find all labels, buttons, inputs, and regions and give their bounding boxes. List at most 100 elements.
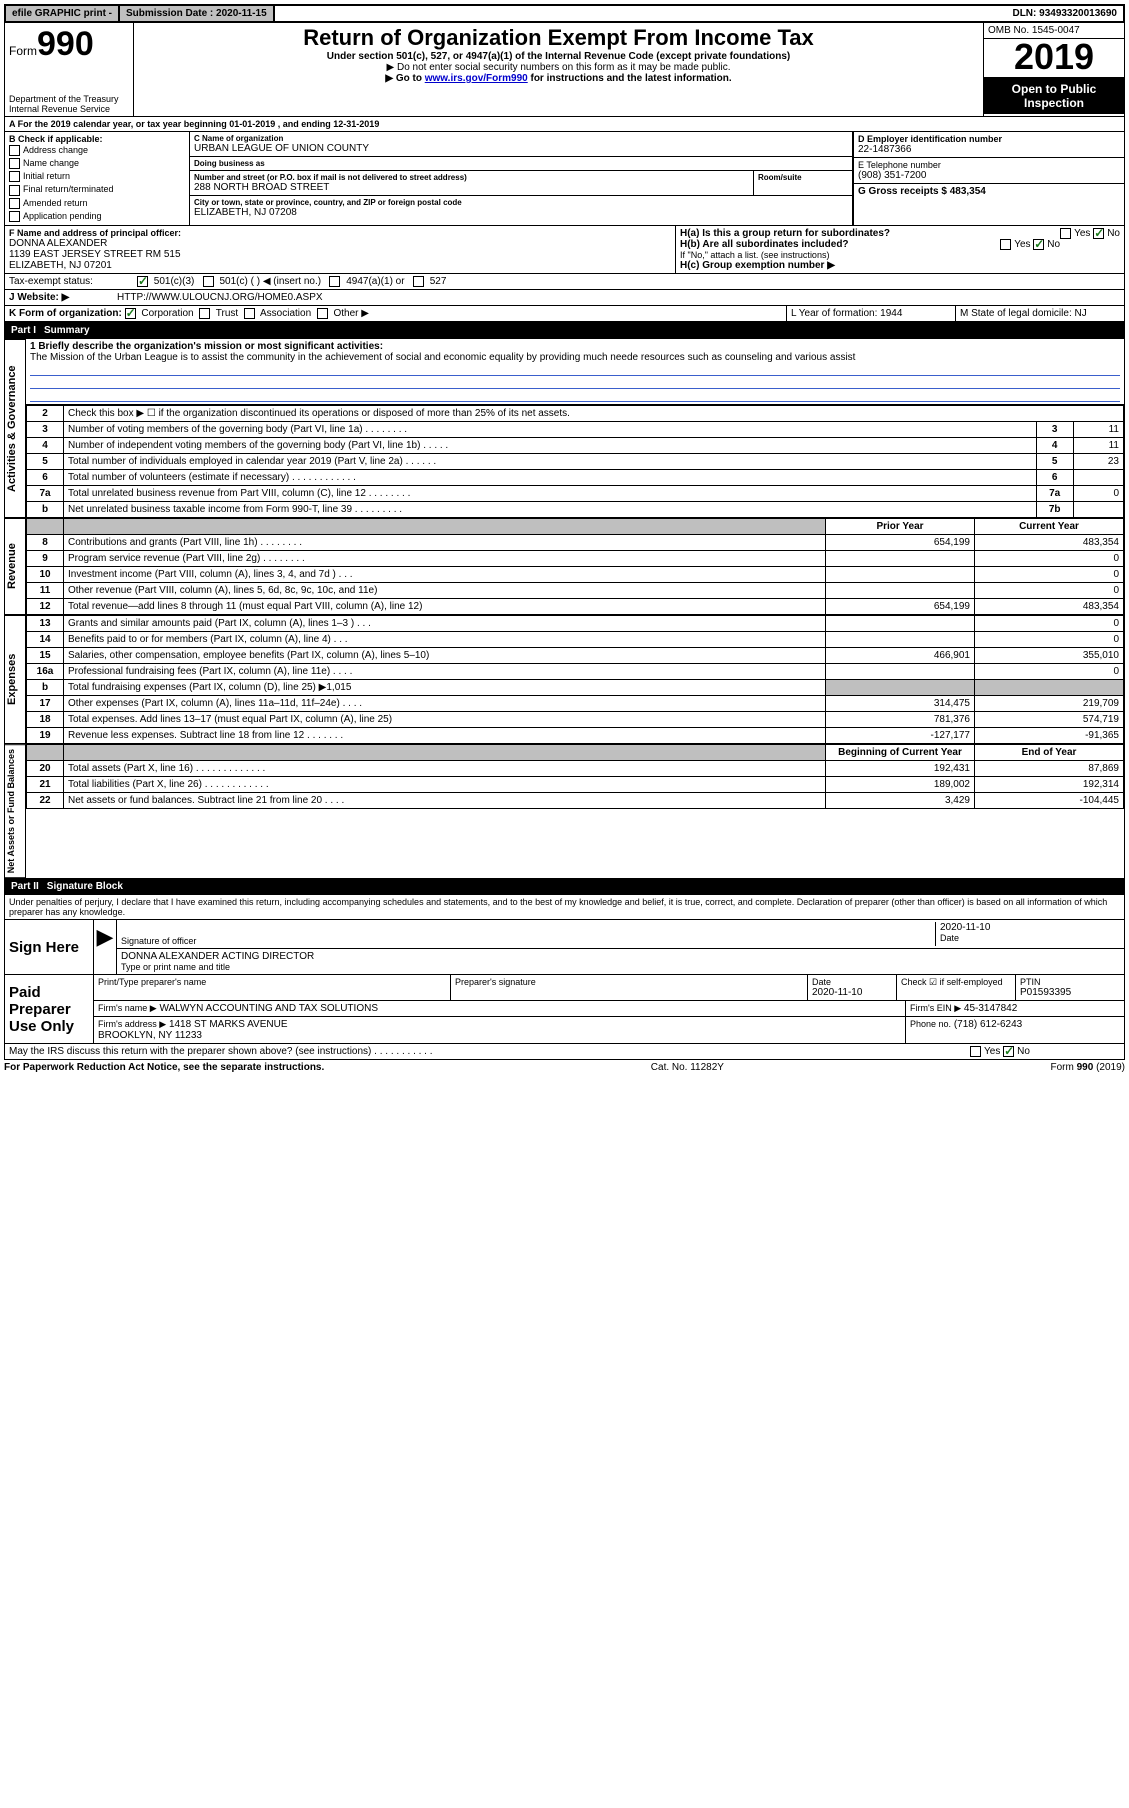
firm-addr-label: Firm's address ▶ bbox=[98, 1019, 166, 1029]
part-1-header: Part I Summary bbox=[4, 322, 1125, 339]
check-association[interactable] bbox=[244, 308, 255, 319]
check-trust[interactable] bbox=[199, 308, 210, 319]
firm-name-label: Firm's name ▶ bbox=[98, 1003, 157, 1013]
street-value: 288 NORTH BROAD STREET bbox=[194, 182, 749, 193]
check-name-change[interactable]: Name change bbox=[9, 157, 185, 170]
check-501c3[interactable] bbox=[137, 276, 148, 287]
part-2-no: Part II bbox=[11, 881, 47, 892]
type-print-label: Type or print name and title bbox=[121, 962, 1120, 972]
part-2-title: Signature Block bbox=[47, 881, 123, 892]
expenses-section: Expenses 13Grants and similar amounts pa… bbox=[4, 615, 1125, 744]
check-527[interactable] bbox=[413, 276, 424, 287]
ptin-label: PTIN bbox=[1020, 977, 1120, 987]
governance-table: 2Check this box ▶ ☐ if the organization … bbox=[26, 405, 1124, 518]
h-b-note: If "No," attach a list. (see instruction… bbox=[680, 250, 1120, 260]
note2-post: for instructions and the latest informat… bbox=[528, 73, 732, 84]
penalty-text: Under penalties of perjury, I declare th… bbox=[4, 895, 1125, 920]
h-c: H(c) Group exemption number ▶ bbox=[680, 260, 1120, 271]
dln-label: DLN: 93493320013690 bbox=[1006, 6, 1123, 21]
col-boy: Beginning of Current Year bbox=[826, 745, 975, 761]
form-subtitle: Under section 501(c), 527, or 4947(a)(1)… bbox=[140, 51, 977, 62]
tax-status-opts: 501(c)(3) 501(c) ( ) ◀ (insert no.) 4947… bbox=[133, 274, 1124, 289]
room-label: Room/suite bbox=[758, 173, 848, 182]
table-row: 20Total assets (Part X, line 16) . . . .… bbox=[27, 761, 1124, 777]
ptin-value: P01593395 bbox=[1020, 987, 1120, 998]
sign-here-label: Sign Here bbox=[5, 920, 94, 974]
line-5-desc: Total number of individuals employed in … bbox=[64, 454, 1037, 470]
footer-left: For Paperwork Reduction Act Notice, see … bbox=[4, 1062, 324, 1073]
firm-ein-label: Firm's EIN ▶ bbox=[910, 1003, 961, 1013]
ein-label: D Employer identification number bbox=[858, 134, 1120, 144]
check-4947[interactable] bbox=[329, 276, 340, 287]
check-corporation[interactable] bbox=[125, 308, 136, 319]
col-eoy: End of Year bbox=[975, 745, 1124, 761]
ein-value: 22-1487366 bbox=[858, 144, 1120, 155]
check-application-pending[interactable]: Application pending bbox=[9, 210, 185, 223]
officer-h-row: F Name and address of principal officer:… bbox=[4, 226, 1125, 274]
vlabel-revenue: Revenue bbox=[5, 518, 26, 615]
table-row: 22Net assets or fund balances. Subtract … bbox=[27, 793, 1124, 809]
mission-text: The Mission of the Urban League is to as… bbox=[30, 352, 1120, 363]
sig-date: 2020-11-10 bbox=[940, 922, 1120, 933]
firm-addr2: BROOKLYN, NY 11233 bbox=[98, 1030, 202, 1041]
street-label: Number and street (or P.O. box if mail i… bbox=[194, 173, 749, 182]
check-initial-return[interactable]: Initial return bbox=[9, 170, 185, 183]
expenses-table: 13Grants and similar amounts paid (Part … bbox=[26, 615, 1124, 744]
check-final-return[interactable]: Final return/terminated bbox=[9, 183, 185, 196]
discuss-no[interactable] bbox=[1003, 1046, 1014, 1057]
table-row: 19Revenue less expenses. Subtract line 1… bbox=[27, 728, 1124, 744]
table-row: 15Salaries, other compensation, employee… bbox=[27, 648, 1124, 664]
paid-preparer-label: Paid Preparer Use Only bbox=[5, 975, 94, 1043]
table-row: 14Benefits paid to or for members (Part … bbox=[27, 632, 1124, 648]
line-7b-desc: Net unrelated business taxable income fr… bbox=[64, 502, 1037, 518]
website-label: J Website: ▶ bbox=[5, 290, 113, 305]
line-a: A For the 2019 calendar year, or tax yea… bbox=[4, 117, 1125, 132]
check-other[interactable] bbox=[317, 308, 328, 319]
part-1-no: Part I bbox=[11, 325, 44, 336]
revenue-section: Revenue Prior YearCurrent Year 8Contribu… bbox=[4, 518, 1125, 615]
check-address-change[interactable]: Address change bbox=[9, 144, 185, 157]
firm-addr1: 1418 ST MARKS AVENUE bbox=[169, 1019, 288, 1030]
footer-right: Form 990 (2019) bbox=[1051, 1062, 1126, 1073]
dba-label: Doing business as bbox=[194, 159, 848, 168]
k-l-m-row: K Form of organization: Corporation Trus… bbox=[4, 306, 1125, 322]
submission-date-button[interactable]: Submission Date : 2020-11-15 bbox=[120, 6, 275, 21]
check-501c[interactable] bbox=[203, 276, 214, 287]
prep-date: 2020-11-10 bbox=[812, 987, 892, 998]
efile-print-button[interactable]: efile GRAPHIC print - bbox=[6, 6, 120, 21]
line-3-desc: Number of voting members of the governin… bbox=[64, 422, 1037, 438]
discuss-answer: Yes No bbox=[966, 1044, 1124, 1059]
table-row: 17Other expenses (Part IX, column (A), l… bbox=[27, 696, 1124, 712]
check-amended-return[interactable]: Amended return bbox=[9, 197, 185, 210]
mission-label: 1 Briefly describe the organization's mi… bbox=[30, 341, 1120, 352]
header-left: Form990 Department of the Treasury Inter… bbox=[5, 23, 134, 116]
vlabel-governance: Activities & Governance bbox=[5, 339, 26, 518]
form-note-2: ▶ Go to www.irs.gov/Form990 for instruct… bbox=[140, 73, 977, 84]
line-7b-val bbox=[1073, 502, 1123, 518]
table-row: 21Total liabilities (Part X, line 26) . … bbox=[27, 777, 1124, 793]
discuss-row: May the IRS discuss this return with the… bbox=[4, 1044, 1125, 1060]
table-row: 11Other revenue (Part VIII, column (A), … bbox=[27, 583, 1124, 599]
note2-pre: ▶ Go to bbox=[385, 73, 424, 84]
line-2: Check this box ▶ ☐ if the organization d… bbox=[64, 406, 1124, 422]
header-right: OMB No. 1545-0047 2019 Open to Public In… bbox=[983, 23, 1124, 116]
tax-status-row: Tax-exempt status: 501(c)(3) 501(c) ( ) … bbox=[4, 274, 1125, 290]
discuss-label: May the IRS discuss this return with the… bbox=[5, 1044, 966, 1059]
table-row: 16aProfessional fundraising fees (Part I… bbox=[27, 664, 1124, 680]
part-1-title: Summary bbox=[44, 325, 90, 336]
line-7a-val: 0 bbox=[1073, 486, 1123, 502]
org-info-row: B Check if applicable: Address change Na… bbox=[4, 132, 1125, 226]
table-row: bTotal fundraising expenses (Part IX, co… bbox=[27, 680, 1124, 696]
top-bar: efile GRAPHIC print - Submission Date : … bbox=[4, 4, 1125, 23]
governance-section: Activities & Governance 1 Briefly descri… bbox=[4, 339, 1125, 518]
vlabel-expenses: Expenses bbox=[5, 615, 26, 744]
l-year: L Year of formation: 1944 bbox=[786, 306, 956, 321]
irs-link[interactable]: www.irs.gov/Form990 bbox=[425, 73, 528, 84]
signature-block: Sign Here ▶ Signature of officer 2020-11… bbox=[4, 920, 1125, 1044]
section-d-e-g: D Employer identification number 22-1487… bbox=[853, 132, 1124, 225]
website-value: HTTP://WWW.ULOUCNJ.ORG/HOME0.ASPX bbox=[113, 290, 1124, 305]
check-self-employed[interactable]: Check ☑ if self-employed bbox=[897, 975, 1016, 1000]
city-value: ELIZABETH, NJ 07208 bbox=[194, 207, 848, 218]
dept-label: Department of the Treasury Internal Reve… bbox=[9, 94, 129, 114]
discuss-yes[interactable] bbox=[970, 1046, 981, 1057]
